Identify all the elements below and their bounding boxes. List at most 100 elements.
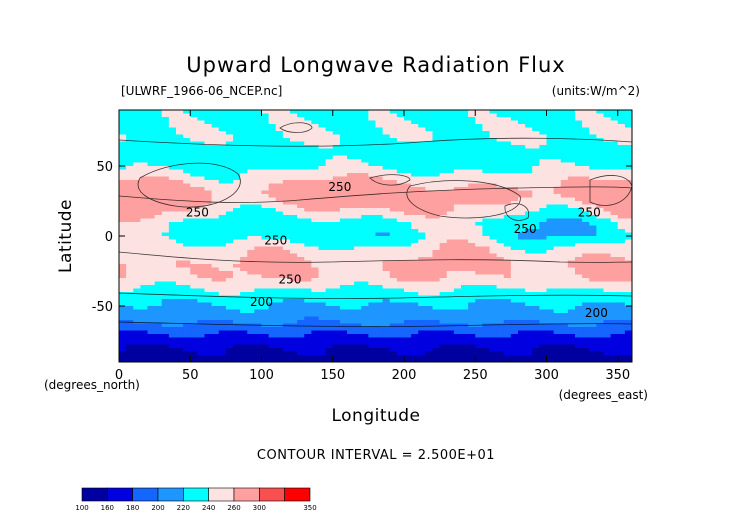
heat-cell <box>560 330 569 335</box>
heat-cell <box>154 316 163 321</box>
heat-cell <box>603 110 612 115</box>
heat-cell <box>546 152 555 157</box>
heat-cell <box>211 169 220 174</box>
heat-cell <box>133 208 141 213</box>
heat-cell <box>475 267 483 272</box>
heat-cell <box>603 229 612 234</box>
heat-cell <box>318 117 327 122</box>
heat-cell <box>439 250 448 255</box>
heat-cell <box>503 243 512 248</box>
heat-cell <box>290 208 298 213</box>
heat-cell <box>247 222 255 227</box>
heat-cell <box>268 281 277 286</box>
heat-cell <box>475 295 483 300</box>
heat-cell <box>154 351 163 356</box>
heat-cell <box>311 127 320 132</box>
heat-cell <box>439 225 448 230</box>
heat-cell <box>389 271 398 276</box>
heat-cell <box>254 323 263 328</box>
heat-cell <box>518 113 526 118</box>
heat-cell <box>575 271 583 276</box>
heat-cell <box>275 302 284 307</box>
heat-cell <box>211 288 220 293</box>
heat-cell <box>261 197 270 202</box>
heat-cell <box>197 159 206 164</box>
heat-cell <box>290 197 298 202</box>
heat-cell <box>396 292 405 297</box>
heat-cell <box>503 159 512 164</box>
heat-cell <box>396 120 405 125</box>
heat-cell <box>339 159 348 164</box>
heat-cell <box>596 152 605 157</box>
heat-cell <box>411 330 419 335</box>
heat-cell <box>161 204 170 209</box>
heat-cell <box>318 267 327 272</box>
heat-cell <box>461 159 469 164</box>
heat-cell <box>375 302 384 307</box>
heat-cell <box>140 134 149 139</box>
heat-cell <box>589 239 597 244</box>
heat-cell <box>290 267 298 272</box>
heat-cell <box>546 320 555 325</box>
heat-cell <box>161 327 170 332</box>
heat-cell <box>468 166 476 171</box>
heat-cell <box>154 225 163 230</box>
heat-cell <box>375 190 384 195</box>
heat-cell <box>126 313 134 318</box>
heat-cell <box>404 250 412 255</box>
heat-cell <box>382 348 391 353</box>
heat-cell <box>382 197 391 202</box>
heat-cell <box>311 225 320 230</box>
heat-cell <box>225 169 234 174</box>
heat-cell <box>610 208 619 213</box>
heat-cell <box>247 306 255 311</box>
heat-cell <box>119 208 127 213</box>
heat-cell <box>553 183 562 188</box>
heat-cell <box>275 211 284 216</box>
heat-cell <box>603 180 612 185</box>
heat-cell <box>617 131 626 136</box>
heat-cell <box>596 120 605 125</box>
heat-cell <box>582 155 590 160</box>
heat-cell <box>482 271 491 276</box>
heat-cell <box>404 117 412 122</box>
heat-cell <box>525 166 533 171</box>
heat-cell <box>546 299 555 304</box>
heat-cell <box>140 306 149 311</box>
heat-cell <box>589 159 597 164</box>
heat-cell <box>596 215 605 220</box>
heat-cell <box>275 162 284 167</box>
heat-cell <box>311 211 320 216</box>
heat-cell <box>411 278 419 283</box>
heat-cell <box>546 313 555 318</box>
heat-cell <box>382 148 391 153</box>
heat-cell <box>211 278 220 283</box>
heat-cell <box>218 309 227 314</box>
heat-cell <box>411 334 419 339</box>
heat-cell <box>432 285 441 290</box>
heat-cell <box>318 337 327 342</box>
heat-cell <box>361 204 369 209</box>
heat-cell <box>617 302 626 307</box>
heat-cell <box>119 316 127 321</box>
heat-cell <box>354 243 362 248</box>
heat-cell <box>304 243 312 248</box>
heat-cell <box>183 281 191 286</box>
heat-cell <box>560 145 569 150</box>
heat-cell <box>560 113 569 118</box>
heat-cell <box>610 127 619 132</box>
heat-cell <box>432 131 441 136</box>
heat-cell <box>596 180 605 185</box>
heat-cell <box>596 295 605 300</box>
heat-cell <box>126 253 134 258</box>
heat-cell <box>304 124 312 129</box>
heat-cell <box>354 327 362 332</box>
heat-cell <box>404 215 412 220</box>
heat-cell <box>575 152 583 157</box>
heat-cell <box>197 267 206 272</box>
heat-cell <box>418 155 426 160</box>
heat-cell <box>147 260 156 265</box>
heat-cell <box>404 155 412 160</box>
heat-cell <box>225 127 234 132</box>
heat-cell <box>347 141 355 146</box>
